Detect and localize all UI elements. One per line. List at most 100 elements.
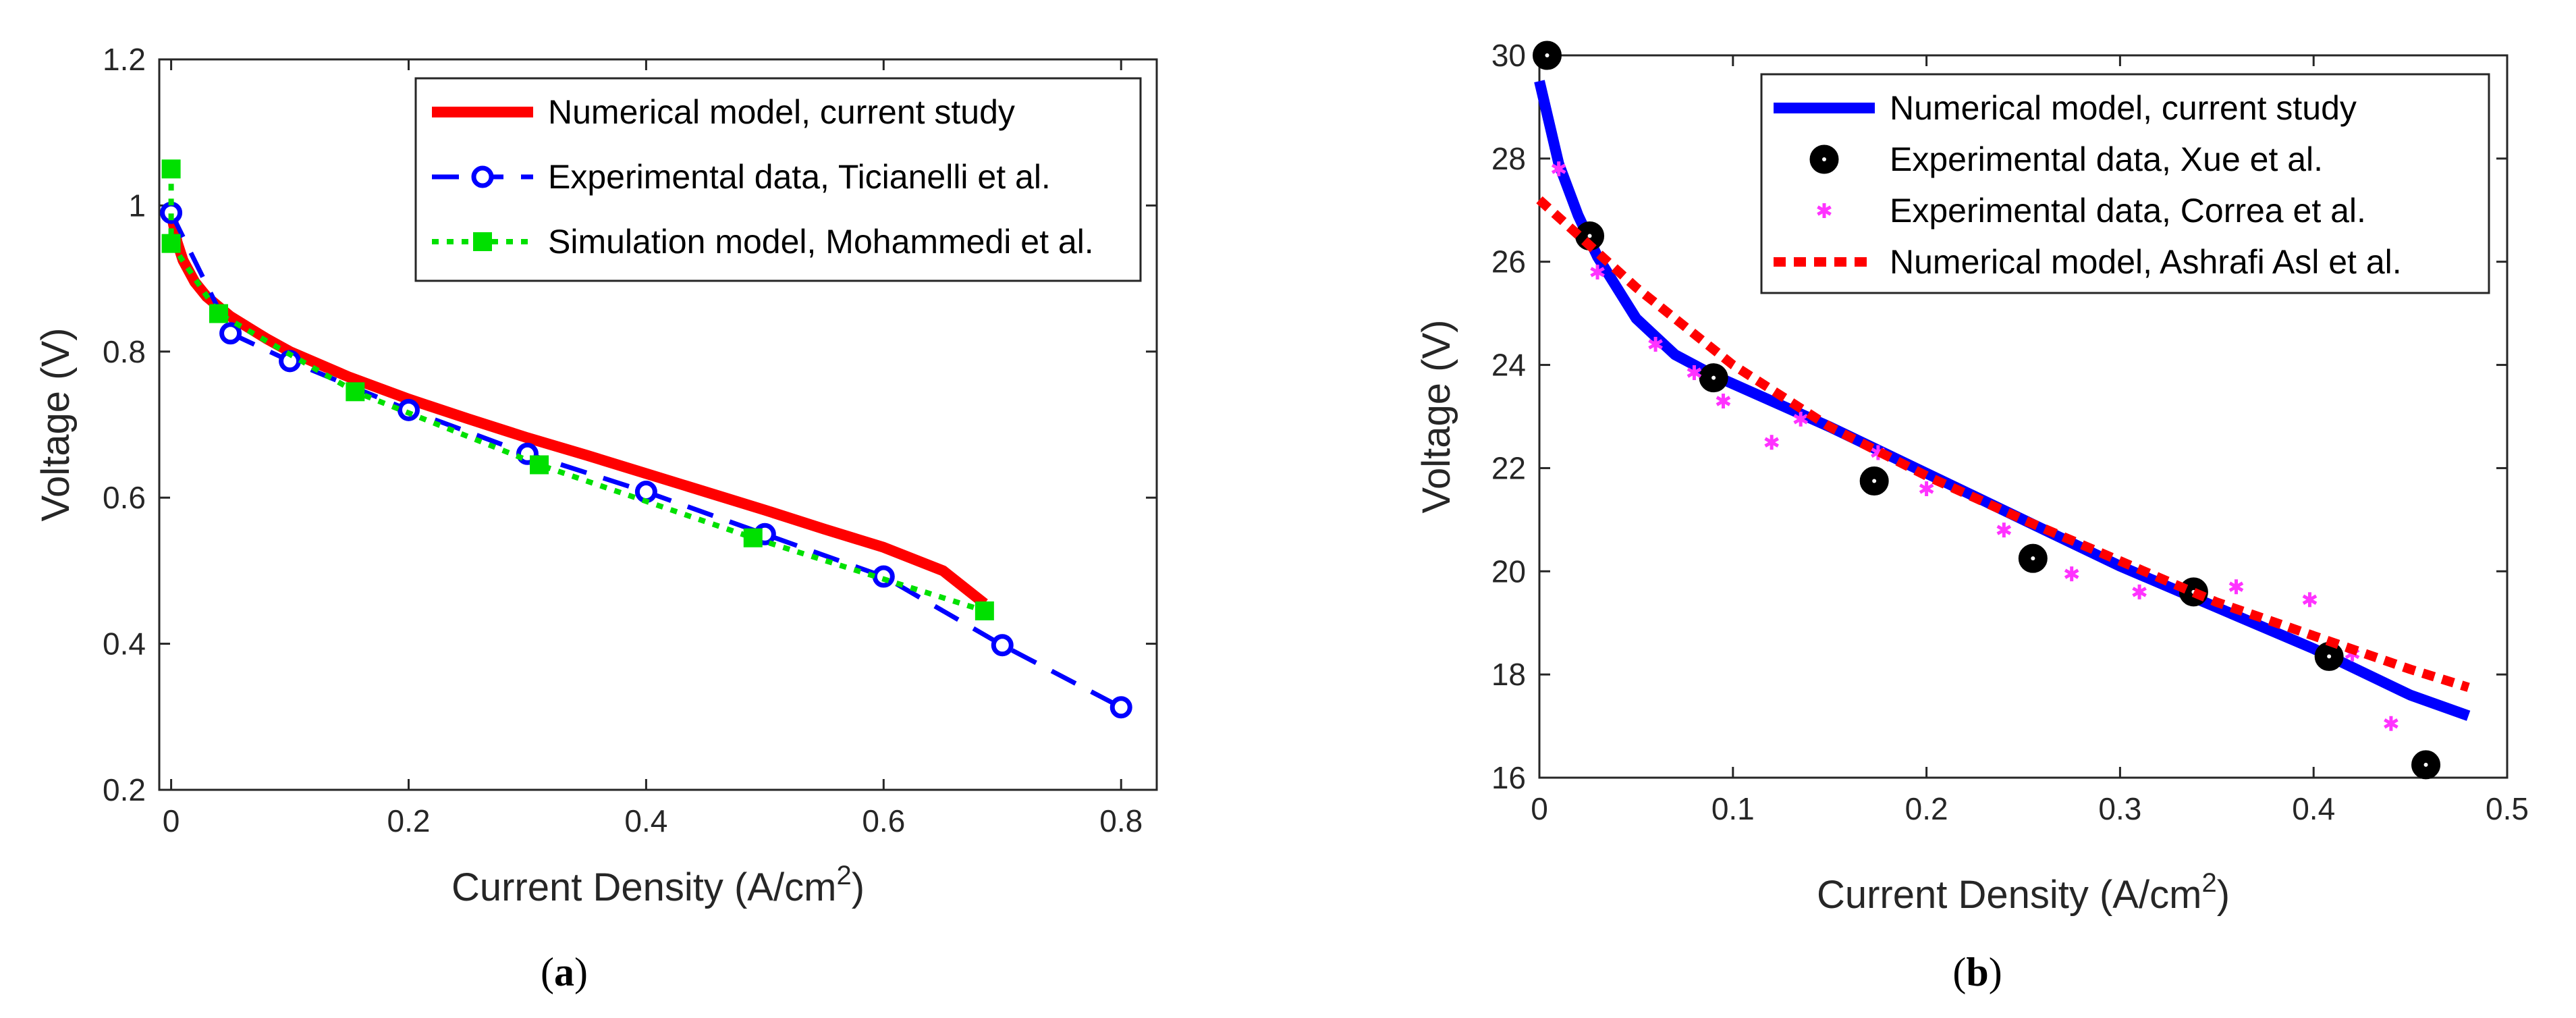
panel-b-data bbox=[1532, 41, 2471, 780]
panel-b-legend-entry: Numerical model, Ashrafi Asl et al. bbox=[1774, 243, 2402, 281]
panel-a-series-3-point bbox=[209, 304, 228, 323]
panel-b-series-3-point-stroke bbox=[1648, 339, 1663, 350]
panel-a-series-2-point bbox=[219, 322, 242, 345]
panel-a-ytick-label: 1.2 bbox=[103, 42, 146, 77]
panel-b-xtick-label: 0.4 bbox=[2292, 791, 2335, 826]
panel-a-caption: (a) bbox=[541, 950, 588, 994]
panel-a-xtick-label: 0.2 bbox=[387, 803, 431, 838]
panel-b-series-3-point-stroke bbox=[2384, 718, 2399, 729]
panel-a-xtick-label: 0.4 bbox=[624, 803, 667, 838]
panel-b-series-2-point bbox=[1859, 466, 1889, 496]
panel-b-series-3-point bbox=[1919, 481, 1934, 496]
panel-a: 0 0.2 0.4 0.6 0.8 0.2 0.4 0.6 0.8 1 1.2 Voltage (V… bbox=[34, 42, 1158, 994]
panel-b-ytick-label: 24 bbox=[1491, 348, 1526, 383]
panel-b-legend-entry: Experimental data, Correa et al. bbox=[1817, 192, 2366, 230]
panel-b-series-3-point-stroke bbox=[1590, 267, 1605, 277]
panel-b-xlabel: Current Density (A/cm2) bbox=[1817, 868, 2230, 917]
panel-a-xtick-label: 0.8 bbox=[1099, 803, 1143, 838]
panel-a-ylabel: Voltage (V) bbox=[34, 328, 78, 522]
panel-b-xtick-label: 0.5 bbox=[2486, 791, 2529, 826]
panel-b-series-3-point bbox=[1551, 161, 1566, 177]
panel-b-series-2-point-center bbox=[1545, 53, 1550, 57]
panel-b-series-4 bbox=[1536, 196, 2470, 692]
panel-b-series-3-point bbox=[1764, 435, 1779, 450]
panel-b-series-3-point-stroke bbox=[2064, 568, 2079, 579]
panel-a-legend-label: Simulation model, Mohammedi et al. bbox=[548, 223, 1094, 261]
panel-b-ytick-label: 20 bbox=[1491, 554, 1526, 589]
panel-b-legend: Numerical model, current study Experiment… bbox=[1760, 73, 2490, 294]
panel-a-legend-marker bbox=[473, 232, 492, 251]
panel-b-series-3-point-stroke bbox=[2228, 581, 2244, 592]
panel-b-series-2-point bbox=[1532, 41, 1562, 70]
panel-b-ylabel: Voltage (V) bbox=[1415, 320, 1458, 514]
panel-a-legend-entry: Numerical model, current study bbox=[432, 93, 1015, 131]
panel-b-series-3-point-stroke bbox=[1551, 163, 1566, 174]
panel-b-legend-marker-center bbox=[1822, 157, 1826, 161]
panel-a-legend-entry: Simulation model, Mohammedi et al. bbox=[432, 223, 1094, 261]
panel-b-legend-label: Numerical model, current study bbox=[1890, 89, 2357, 127]
panel-a-series-3-point bbox=[161, 159, 181, 179]
panel-a-series-3 bbox=[161, 159, 994, 620]
panel-a-legend-entry: Experimental data, Ticianelli et al. bbox=[432, 158, 1051, 196]
panel-b-xtick-label: 0.1 bbox=[1711, 791, 1755, 826]
panel-b-ytick-label: 28 bbox=[1491, 141, 1526, 176]
panel-b-series-2-point-center bbox=[1711, 375, 1716, 380]
panel-b-series-3-point bbox=[2132, 584, 2147, 599]
panel-b-series-3-point bbox=[2384, 716, 2399, 731]
panel-b: 0 0.1 0.2 0.3 0.4 0.5 16 18 20 22 24 26 28 30 Voltage… bbox=[1415, 38, 2529, 994]
panel-a-legend-box bbox=[414, 77, 1142, 282]
panel-b-series-3-point-stroke bbox=[1793, 414, 1808, 425]
panel-b-series-3-point-stroke bbox=[1919, 483, 1934, 494]
panel-b-xtick-label: 0.2 bbox=[1905, 791, 1948, 826]
panel-a-series-2-line bbox=[169, 211, 1122, 709]
panel-a-series-3-point bbox=[975, 601, 994, 620]
panel-b-series-3-point bbox=[2302, 592, 2318, 608]
panel-a-series-2-point bbox=[1109, 696, 1132, 719]
panel-a-legend-label: Numerical model, current study bbox=[548, 93, 1015, 131]
panel-b-series-3-point bbox=[1648, 337, 1663, 352]
panel-b-legend-label: Experimental data, Correa et al. bbox=[1890, 192, 2366, 230]
panel-b-ticks: 0 0.1 0.2 0.3 0.4 0.5 16 18 20 22 24 26 28 30 bbox=[1491, 38, 2529, 826]
panel-a-ytick-label: 0.4 bbox=[103, 626, 146, 662]
panel-b-series-4-line bbox=[1536, 196, 2470, 692]
panel-b-ytick-label: 30 bbox=[1491, 38, 1526, 73]
panel-b-ytick-label: 22 bbox=[1491, 450, 1526, 485]
panel-b-xtick-label: 0 bbox=[1531, 791, 1548, 826]
panel-b-series-3-point bbox=[2228, 579, 2244, 595]
panel-b-series-3-point bbox=[1687, 365, 1702, 381]
panel-b-series-1 bbox=[1534, 80, 2471, 721]
panel-a-series-2-point bbox=[398, 398, 420, 421]
panel-a-data bbox=[160, 159, 1132, 719]
panel-b-series-2-point bbox=[2018, 543, 2048, 573]
panel-b-legend-marker bbox=[1817, 203, 1832, 218]
panel-b-series-2-point-center bbox=[1872, 479, 1877, 483]
panel-b-legend-marker-stroke bbox=[1817, 205, 1832, 216]
panel-b-series-3-point-stroke bbox=[1764, 437, 1779, 448]
panel-b-series-3-point-stroke bbox=[1716, 396, 1731, 406]
panel-a-legend-marker bbox=[471, 165, 494, 188]
panel-b-legend-entry: Experimental data, Xue et al. bbox=[1809, 140, 2323, 178]
panel-a-legend-label: Experimental data, Ticianelli et al. bbox=[548, 158, 1051, 196]
panel-b-series-2-point bbox=[1699, 363, 1728, 393]
panel-b-series-3-point-stroke bbox=[1687, 367, 1702, 378]
panel-b-series-2-point bbox=[2314, 641, 2344, 671]
panel-b-legend-label: Numerical model, Ashrafi Asl et al. bbox=[1890, 243, 2402, 281]
panel-a-series-2-point bbox=[991, 634, 1014, 657]
panel-b-series-2-point-center bbox=[1587, 234, 1592, 238]
panel-b-legend-marker bbox=[1809, 144, 1839, 174]
panel-a-legend: Numerical model, current study Experiment… bbox=[414, 77, 1142, 282]
panel-b-series-3-point bbox=[2064, 566, 2079, 582]
panel-b-caption: (b) bbox=[1952, 950, 2002, 994]
panel-b-ytick-label: 16 bbox=[1491, 760, 1526, 795]
panel-a-series-3-point bbox=[161, 234, 181, 253]
panel-a-xtick-label: 0.6 bbox=[862, 803, 905, 838]
panel-b-legend-entry: Numerical model, current study bbox=[1774, 89, 2357, 127]
panel-a-series-3-point bbox=[530, 455, 549, 475]
panel-b-xtick-label: 0.3 bbox=[2098, 791, 2141, 826]
panel-b-series-3-point bbox=[1793, 411, 1808, 427]
panel-b-series-2-point-center bbox=[2423, 762, 2428, 767]
panel-b-series-3-point bbox=[1716, 394, 1731, 409]
panel-b-legend-box bbox=[1760, 73, 2490, 294]
panel-b-legend-label: Experimental data, Xue et al. bbox=[1890, 140, 2323, 178]
panel-b-ytick-label: 26 bbox=[1491, 244, 1526, 279]
